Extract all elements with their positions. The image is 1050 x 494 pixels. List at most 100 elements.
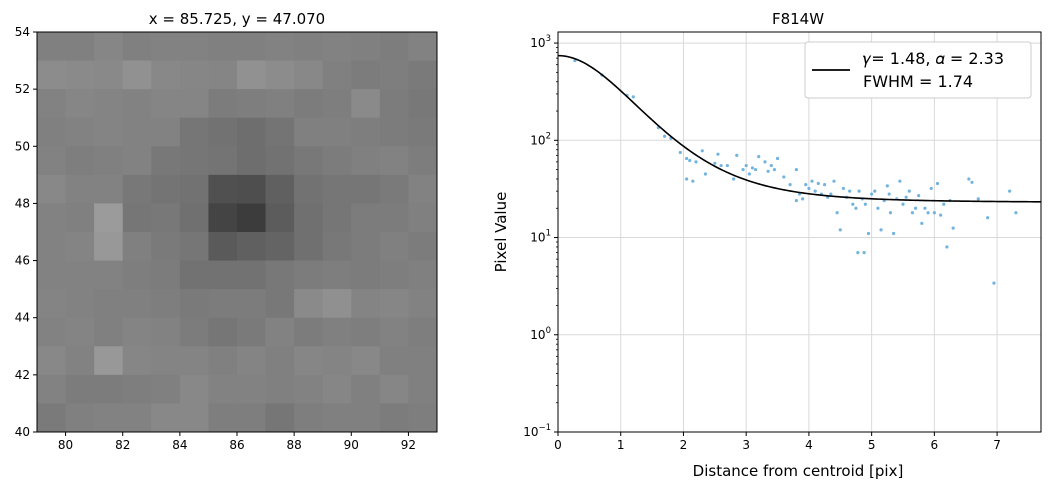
image-pixel [65, 117, 95, 147]
profile-data-point [794, 167, 798, 172]
image-pixel [237, 260, 266, 290]
legend-entry-fwhm: FWHM = 1.74 [863, 72, 973, 91]
image-pixel [94, 117, 124, 147]
image-pixel [151, 203, 181, 233]
image-pixel [265, 117, 295, 147]
image-pixel [208, 346, 238, 376]
profile-data-point [713, 161, 717, 165]
image-pixel [265, 374, 295, 404]
profile-data-point [691, 179, 695, 183]
image-pixel [379, 89, 409, 119]
image-pixel [122, 317, 152, 347]
image-pixel [122, 232, 152, 261]
profile-data-point [863, 202, 867, 206]
image-pixel [379, 403, 409, 433]
profile-data-point [678, 150, 682, 155]
profile-data-point [763, 160, 767, 164]
profile-data-point [910, 211, 915, 215]
profile-x-tick-label: 0 [554, 438, 562, 452]
image-pixel [351, 289, 381, 319]
image-pixel [408, 89, 438, 119]
image-x-tick-label: 80 [58, 438, 73, 452]
image-pixel [122, 289, 152, 319]
profile-data-point [929, 186, 933, 191]
image-pixel [408, 32, 438, 61]
profile-x-tick-label: 7 [993, 438, 1001, 452]
profile-data-point [876, 206, 880, 210]
image-pixel [151, 317, 181, 347]
image-pixel [294, 374, 324, 404]
profile-data-point [907, 189, 911, 193]
image-pixel [208, 260, 238, 290]
image-x-ticks: 80 82 84 86 88 90 92 [58, 432, 416, 452]
image-pixel [322, 32, 352, 61]
image-pixel [351, 203, 381, 233]
image-pixel [265, 203, 295, 233]
profile-y-tick-label: 101 [530, 229, 551, 245]
image-pixel [151, 289, 181, 319]
image-pixel [351, 174, 381, 204]
image-pixel [179, 146, 209, 176]
image-pixel [208, 60, 238, 90]
image-pixel [322, 60, 352, 90]
image-pixel [379, 374, 409, 404]
image-pixel [65, 203, 95, 233]
image-pixel [122, 346, 152, 376]
image-pixel [208, 374, 238, 404]
image-pixel [237, 374, 266, 404]
image-pixel [379, 32, 409, 61]
image-pixel [294, 203, 324, 233]
image-pixel [265, 32, 295, 61]
profile-data-point [851, 202, 855, 206]
profile-data-point [735, 153, 739, 157]
image-pixel [322, 374, 352, 404]
image-pixel [294, 89, 324, 119]
profile-x-tick-label: 2 [680, 438, 688, 452]
image-title: x = 85.725, y = 47.070 [149, 10, 325, 28]
image-pixel [179, 346, 209, 376]
profile-data-point [939, 213, 943, 217]
image-pixel [151, 346, 181, 376]
profile-data-point [801, 197, 805, 201]
profile-data-point [741, 167, 745, 172]
profile-title: F814W [772, 10, 824, 28]
image-y-tick-label: 54 [15, 25, 30, 39]
image-pixel [37, 260, 66, 290]
profile-data-point [848, 189, 852, 193]
image-pixel [237, 403, 266, 433]
image-pixel [408, 260, 438, 290]
image-pixel [351, 89, 381, 119]
image-pixel [322, 403, 352, 433]
image-pixel [65, 146, 95, 176]
image-pixel [179, 374, 209, 404]
image-pixel [237, 289, 266, 319]
image-pixel [65, 289, 95, 319]
profile-data-point [829, 192, 833, 196]
profile-data-point [810, 179, 814, 183]
profile-data-point [816, 181, 820, 186]
profile-data-point [631, 95, 635, 99]
profile-data-point [757, 154, 761, 159]
profile-data-point [898, 179, 902, 183]
image-pixel [151, 374, 181, 404]
profile-frame [557, 31, 1042, 433]
image-pixel [37, 374, 66, 404]
image-pixel [151, 146, 181, 176]
image-pixel [65, 89, 95, 119]
image-pixel [265, 260, 295, 290]
image-pixel [379, 146, 409, 176]
image-pixel [408, 374, 438, 404]
image-pixel [322, 117, 352, 147]
image-pixel [322, 317, 352, 347]
image-pixel [294, 174, 324, 204]
profile-y-ticks: 10−1 100 101 102 103 [523, 34, 558, 439]
profile-data-point [804, 183, 808, 187]
image-y-tick-label: 48 [15, 196, 30, 210]
image-x-tick-label: 84 [172, 438, 187, 452]
image-x-tick-label: 82 [115, 438, 130, 452]
image-y-tick-label: 44 [15, 311, 30, 325]
image-pixel [37, 317, 66, 347]
image-pixel [322, 260, 352, 290]
profile-legend: 𝛾= 1.48, 𝛼 = 2.33 FWHM = 1.74 [804, 41, 1032, 99]
profile-data-point [772, 167, 777, 172]
